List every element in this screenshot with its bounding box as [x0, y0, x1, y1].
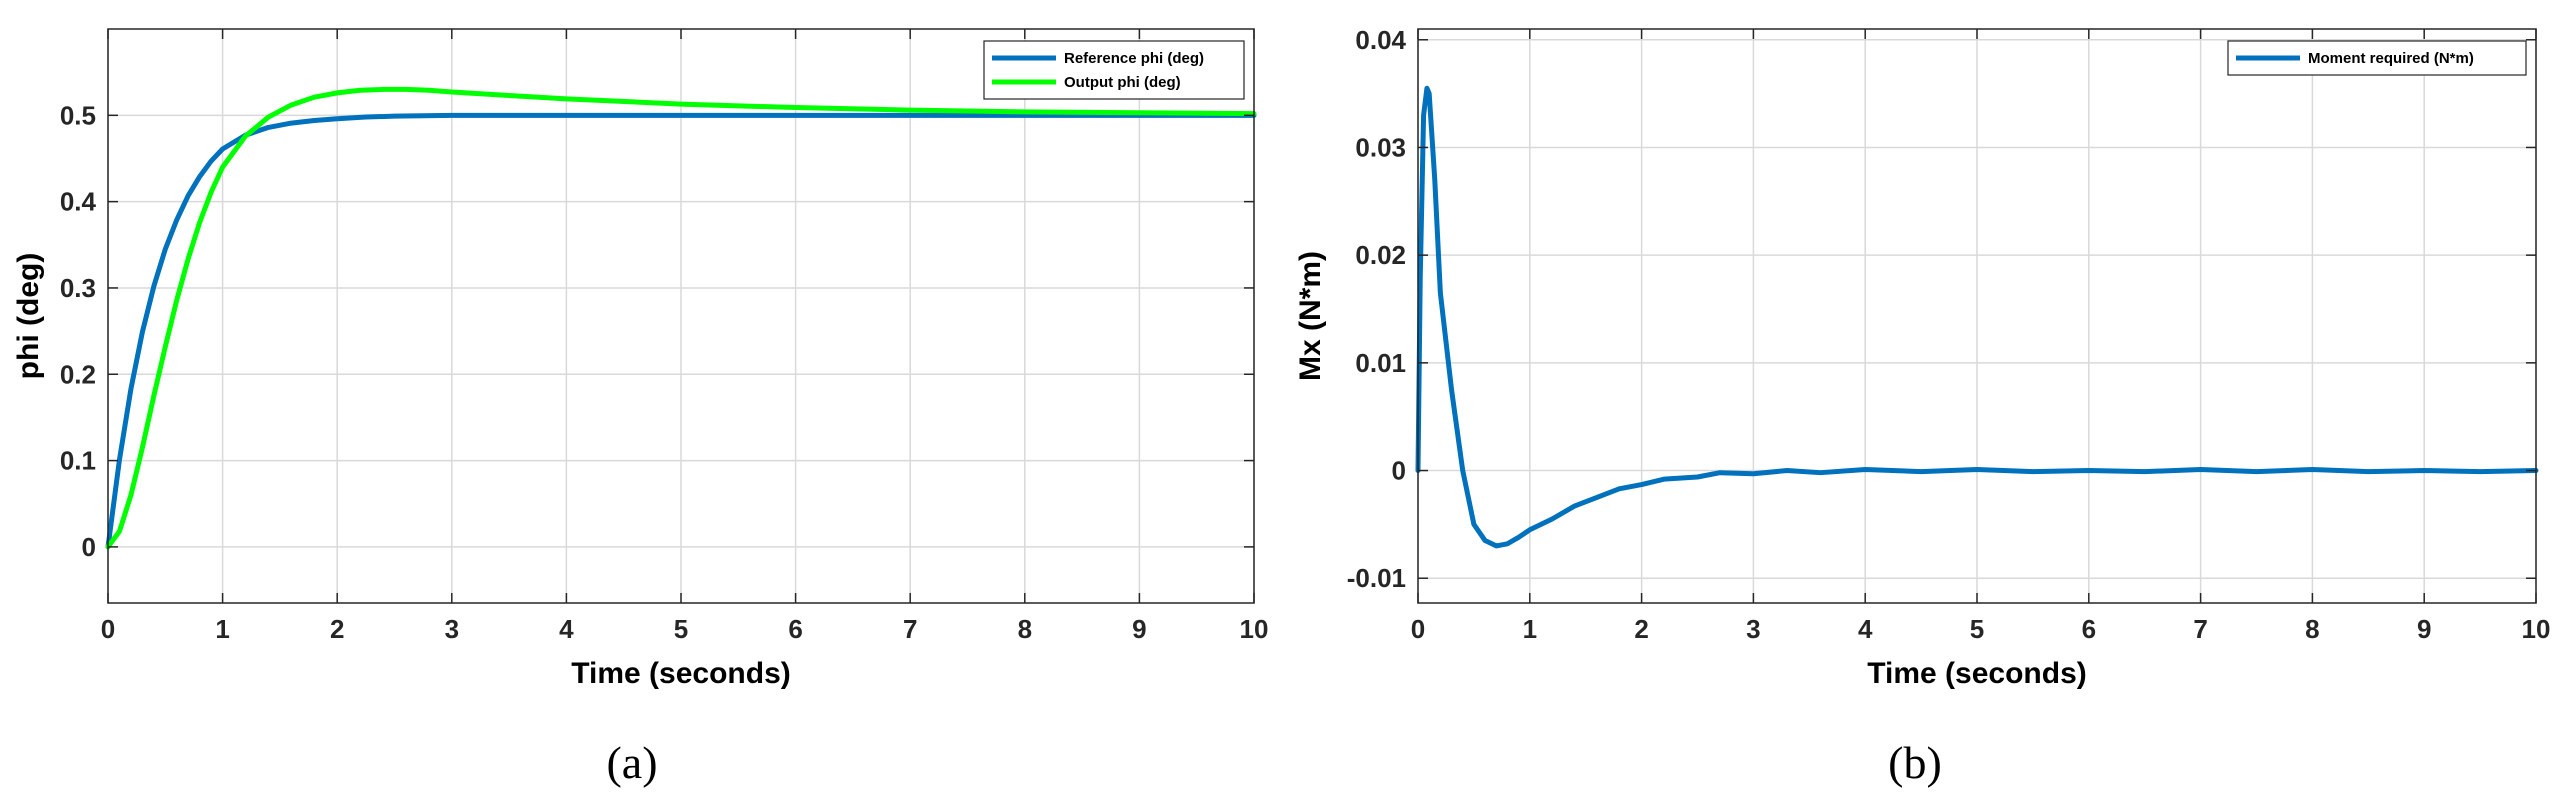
series-line-1 [1415, 85, 2539, 549]
y-tick-label: 0.4 [60, 187, 97, 217]
x-tick-label: 5 [674, 614, 688, 644]
legend-entry: Output phi (deg) [1064, 74, 1181, 91]
y-tick-label: 0 [1392, 456, 1406, 486]
y-tick-label: 0.2 [60, 359, 96, 389]
panel-label: (a) [606, 737, 657, 788]
x-tick-label: 8 [2305, 614, 2319, 644]
legend-entry: Reference phi (deg) [1064, 50, 1204, 67]
y-tick-label: 0.01 [1355, 348, 1406, 378]
x-tick-label: 7 [2193, 614, 2207, 644]
panel-label: (b) [1888, 737, 1942, 788]
legend-entry: Moment required (N*m) [2308, 50, 2474, 67]
x-tick-label: 4 [559, 614, 574, 644]
x-tick-label: 0 [1411, 614, 1425, 644]
x-tick-label: 3 [1746, 614, 1760, 644]
x-tick-label: 5 [1970, 614, 1984, 644]
x-axis-label: Time (seconds) [571, 657, 791, 690]
y-tick-label: 0.3 [60, 273, 96, 303]
y-tick-label: 0.04 [1355, 25, 1406, 55]
x-tick-label: 4 [1858, 614, 1873, 644]
x-tick-label: 8 [1018, 614, 1032, 644]
y-tick-label: 0 [82, 532, 96, 562]
x-tick-label: 7 [903, 614, 917, 644]
legend: Moment required (N*m) [2227, 40, 2527, 76]
series-line-1 [105, 112, 1257, 550]
x-tick-label: 10 [1240, 614, 1269, 644]
x-tick-label: 9 [1132, 614, 1146, 644]
y-tick-label: -0.01 [1347, 563, 1406, 593]
x-tick-label: 2 [330, 614, 344, 644]
x-tick-label: 2 [1634, 614, 1648, 644]
x-tick-label: 1 [215, 614, 229, 644]
x-tick-label: 6 [2082, 614, 2096, 644]
x-tick-label: 9 [2417, 614, 2431, 644]
legend-box [983, 40, 1245, 100]
series-line-2 [105, 86, 1257, 550]
y-tick-label: 0.1 [60, 446, 96, 476]
y-axis-label: Mx (N*m) [1294, 251, 1327, 381]
legend: Reference phi (deg) Output phi (deg) [983, 40, 1245, 100]
x-tick-label: 0 [101, 614, 115, 644]
x-tick-label: 10 [2522, 614, 2551, 644]
x-tick-label: 1 [1523, 614, 1537, 644]
x-tick-label: 6 [788, 614, 802, 644]
y-tick-label: 0.02 [1355, 240, 1406, 270]
y-tick-label: 0.03 [1355, 132, 1406, 162]
y-axis-label: phi (deg) [12, 253, 45, 380]
x-tick-label: 3 [445, 614, 459, 644]
x-axis-label: Time (seconds) [1867, 657, 2087, 690]
chart-panel-a: 0 1 2 3 4 5 6 7 8 9 10 0 0.1 0.2 0.3 0.4 0.5 Time (second… [12, 28, 1269, 788]
y-tick-label: 0.5 [60, 100, 96, 130]
